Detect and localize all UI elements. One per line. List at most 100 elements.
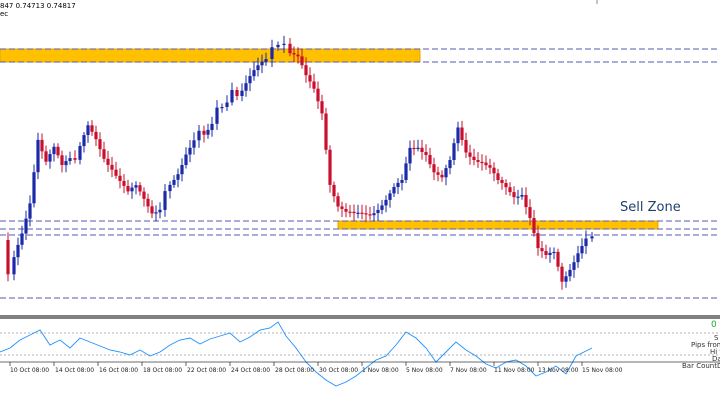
candle-body <box>372 213 376 216</box>
candle-body <box>524 195 528 208</box>
date-label: 5 Nov 08:00 <box>406 367 443 374</box>
candle-body <box>172 179 176 185</box>
candle-body <box>256 65 260 71</box>
date-label: 1 Nov 08:00 <box>362 367 399 374</box>
candle-body <box>288 43 292 54</box>
candle-body <box>344 209 348 212</box>
candle-body <box>64 161 68 166</box>
candle-body <box>376 209 380 214</box>
candle-body <box>504 183 508 188</box>
candle-body <box>576 253 580 263</box>
supply-zone-top <box>0 48 421 63</box>
candle-body <box>492 167 496 174</box>
candle-body <box>184 154 188 165</box>
candle-body <box>73 158 77 160</box>
indicator-side-label: Da <box>712 355 720 363</box>
candle-body <box>448 160 452 169</box>
candle-body <box>180 165 184 175</box>
candle-body <box>32 172 36 204</box>
candle-body <box>28 203 32 219</box>
indicator-side-label: Bar CountDo <box>682 362 720 370</box>
candle-body <box>240 90 244 96</box>
candle-body <box>197 130 201 141</box>
candle-body <box>60 155 64 165</box>
candle-body <box>6 240 10 275</box>
candle-body <box>36 139 40 173</box>
indicator-line <box>0 321 593 387</box>
candle-body <box>94 131 98 140</box>
date-label: 10 Oct 08:00 <box>10 367 50 374</box>
candle-body <box>532 218 536 234</box>
price-info: 847 0.74713 0.74817 <box>0 2 76 10</box>
candle-body <box>520 195 524 197</box>
candle-body <box>488 165 492 168</box>
candle-body <box>90 125 94 132</box>
candle-body <box>82 135 86 147</box>
candle-body <box>20 233 24 245</box>
candle-body <box>264 59 268 62</box>
candle-body <box>260 61 264 66</box>
candle-body <box>412 147 416 150</box>
date-label: 11 Nov 08:00 <box>494 367 535 374</box>
candle-body <box>252 70 256 77</box>
candle-body <box>176 174 180 180</box>
candle-body <box>210 123 214 130</box>
candle-body <box>392 187 396 194</box>
candle-body <box>348 211 352 213</box>
candle-body <box>424 152 428 155</box>
candle-body <box>316 88 320 102</box>
candle-body <box>548 252 552 255</box>
candle-body <box>404 163 408 180</box>
candle-body <box>332 184 336 197</box>
candle-body <box>138 185 142 192</box>
indicator-side-label: Hi t <box>710 348 720 356</box>
candle-body <box>276 44 280 48</box>
candle-body <box>368 214 372 216</box>
candle-body <box>56 146 60 156</box>
candle-body <box>24 218 28 234</box>
date-label: 30 Oct 08:00 <box>319 367 359 374</box>
candle-body <box>118 175 122 181</box>
candle-body <box>248 76 252 84</box>
candle-body <box>52 146 56 155</box>
candle-body <box>244 83 248 91</box>
candle-body <box>552 251 556 254</box>
candle-body <box>202 130 206 135</box>
candle-body <box>480 161 484 164</box>
candle-body <box>356 212 360 214</box>
candle-body <box>168 184 172 192</box>
candle-body <box>114 169 118 176</box>
candle-body <box>540 248 544 252</box>
candle-body <box>440 174 444 178</box>
date-label: 13 Nov 08:00 <box>538 367 579 374</box>
candle-body <box>436 172 440 175</box>
indicator-side-label: S <box>714 334 719 342</box>
candle-body <box>48 154 52 162</box>
candle-body <box>508 187 512 193</box>
candle-body <box>352 211 356 214</box>
candle-body <box>472 156 476 160</box>
candle-body <box>432 164 436 173</box>
candle-body <box>384 199 388 206</box>
date-label: 24 Oct 08:00 <box>231 367 271 374</box>
candle-body <box>158 209 162 213</box>
candle-body <box>444 168 448 178</box>
candle-body <box>380 205 384 210</box>
candle-body <box>428 155 432 165</box>
candle-body <box>163 191 167 210</box>
candle-body <box>122 181 126 186</box>
candle-body <box>580 246 584 254</box>
candle-body <box>312 81 316 89</box>
candle-body <box>154 212 158 214</box>
candle-body <box>452 143 456 160</box>
date-label: 14 Oct 08:00 <box>55 367 95 374</box>
candle-body <box>44 151 48 162</box>
candle-body <box>68 158 72 161</box>
candle-body <box>12 257 16 275</box>
candle-body <box>556 251 560 267</box>
candle-body <box>500 180 504 183</box>
candle-body <box>106 158 110 165</box>
candle-body <box>360 212 364 214</box>
